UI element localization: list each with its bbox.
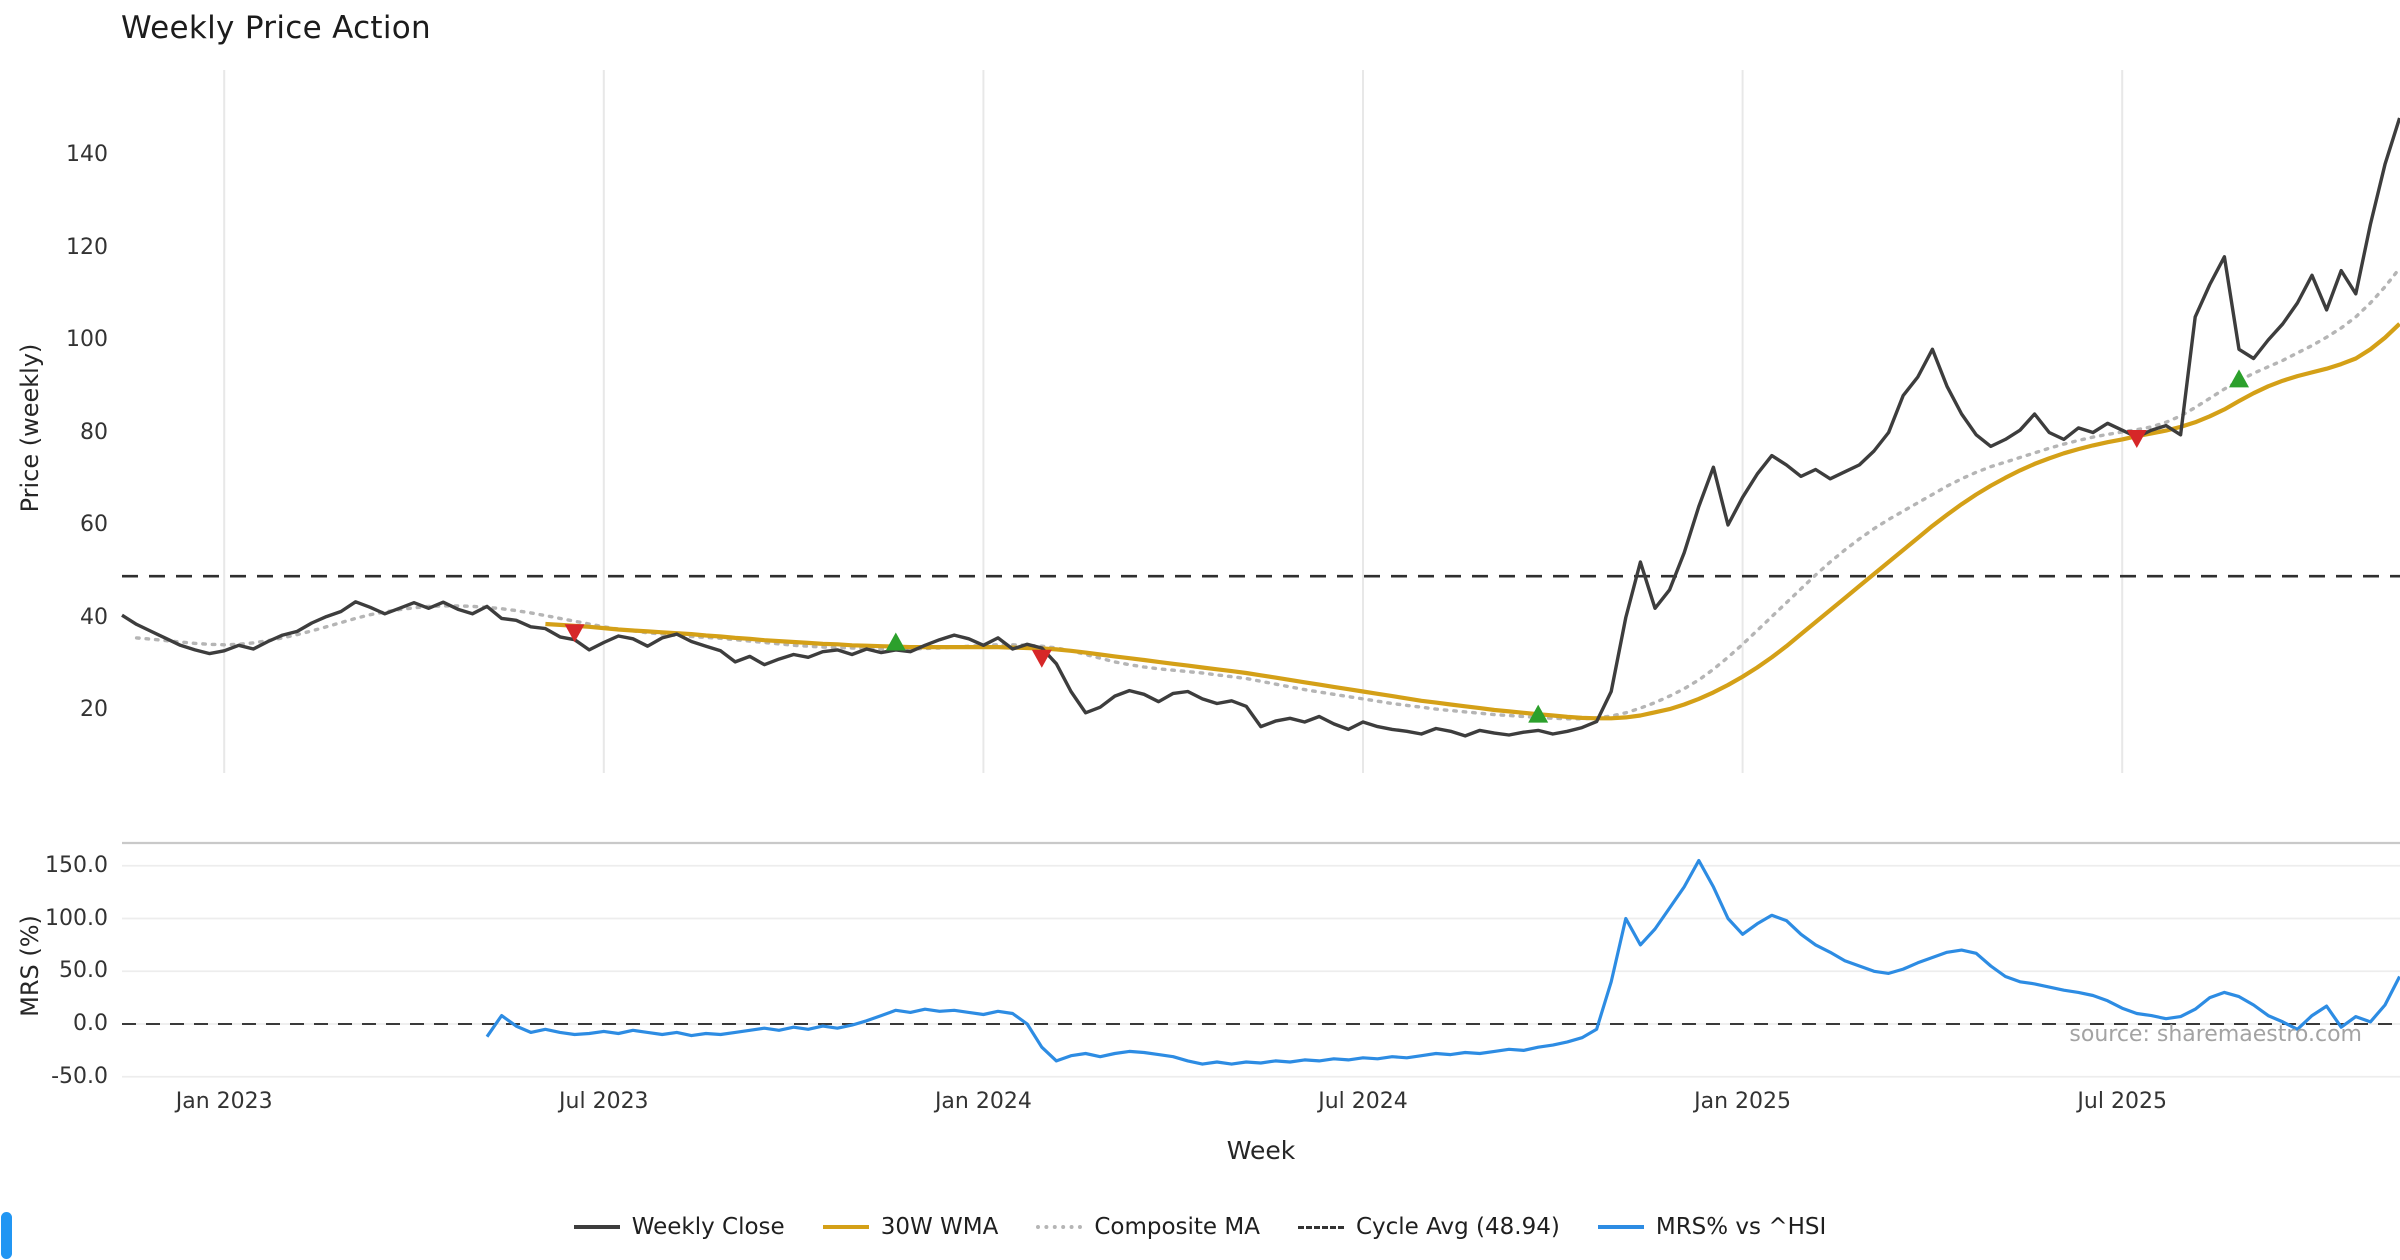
sell-signal-marker [1031,649,1052,668]
mrs-y-tick-label: 50.0 [59,958,108,984]
buy-signal-marker [2229,369,2249,388]
series-mrs-vs-hsi [485,858,2400,1066]
mrs-y-tick-label: -50.0 [51,1063,108,1089]
legend-solid-line-swatch [573,1225,620,1229]
legend-item: Weekly Close [573,1214,785,1240]
sell-signal-marker [2126,430,2147,449]
legend-label: 30W WMA [880,1214,999,1240]
mrs-y-tick-label: 150.0 [45,852,108,878]
legend-item: Cycle Avg (48.94) [1297,1214,1560,1240]
price-y-tick-label: 140 [66,142,108,167]
x-tick-label: Jul 2025 [2077,1089,2167,1114]
legend-item: MRS% vs ^HSI [1597,1214,1827,1240]
x-tick-label: Jan 2023 [175,1089,273,1114]
price-y-tick-label: 120 [66,234,108,260]
price-y-tick-label: 100 [66,327,108,352]
series-weekly-close [121,117,2400,738]
mrs-y-tick-label: 100.0 [45,905,108,931]
legend-item: Composite MA [1036,1214,1260,1240]
legend-dashed-line-swatch [1297,1225,1344,1229]
x-tick-label: Jul 2023 [559,1089,649,1114]
price-y-tick-label: 20 [80,697,108,722]
legend-label: Weekly Close [631,1214,785,1240]
legend-solid-line-swatch [1597,1225,1644,1229]
buy-signal-marker [885,632,906,651]
price-y-tick-label: 40 [80,604,108,630]
series-composite-ma [134,266,2400,721]
sell-signal-marker [564,624,585,643]
source-note: source: sharemaestro.com [2069,1022,2362,1047]
scrollbar-thumb[interactable] [1,1212,12,1259]
series-30w-wma [545,322,2400,721]
x-tick-label: Jan 2024 [934,1089,1032,1114]
mrs-y-tick-label: 0.0 [73,1011,108,1036]
legend: Weekly Close 30W WMA Composite MA Cycle Avg… [0,1214,2400,1240]
legend-dotted-line-swatch [1036,1225,1083,1229]
chart-title: Weekly Price Action [121,10,432,46]
x-tick-label: Jul 2024 [1318,1089,1408,1114]
buy-signal-marker [1528,704,1549,723]
legend-solid-line-swatch [822,1225,869,1229]
legend-label: Cycle Avg (48.94) [1355,1214,1560,1240]
x-axis-title: Week [1226,1136,1296,1165]
legend-label: MRS% vs ^HSI [1655,1214,1827,1240]
price-y-tick-label: 80 [80,419,108,445]
legend-label: Composite MA [1094,1214,1260,1240]
price-y-tick-label: 60 [80,512,108,537]
legend-item: 30W WMA [822,1214,999,1240]
x-tick-label: Jan 2025 [1694,1089,1792,1114]
